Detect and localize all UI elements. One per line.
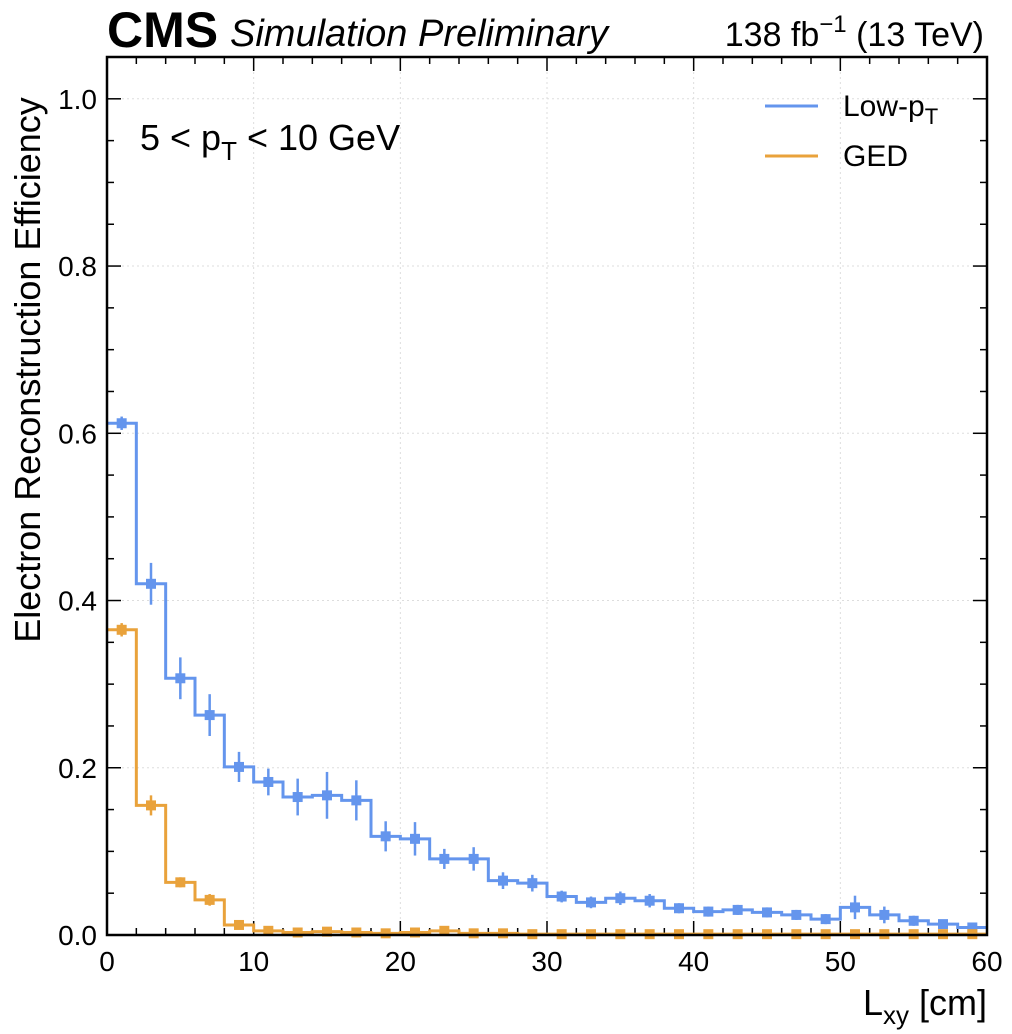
data-point (146, 800, 156, 811)
data-point (498, 928, 508, 939)
data-point (468, 928, 479, 939)
data-point (850, 902, 860, 913)
data-point (263, 776, 274, 787)
data-point (322, 790, 332, 801)
x-tick-label: 50 (825, 946, 856, 977)
data-point (586, 897, 596, 908)
data-point (762, 907, 772, 918)
data-point (116, 624, 127, 635)
legend-label-lowpt: Low-pT (843, 90, 938, 129)
lumi-label: 138 fb−1 (13 TeV) (725, 11, 984, 54)
data-point (820, 914, 831, 925)
x-axis-label: Lxy [cm] (863, 982, 987, 1030)
data-point (204, 710, 215, 721)
y-tick-label: 0.2 (58, 753, 97, 784)
grid-lines (107, 57, 987, 935)
y-tick-label: 0.6 (58, 418, 97, 449)
data-point (204, 894, 215, 905)
series-0 (107, 416, 987, 933)
data-point (703, 906, 714, 917)
data-point (380, 928, 391, 939)
x-tick-label: 60 (971, 946, 1002, 977)
data-point (410, 833, 420, 844)
x-tick-label: 20 (385, 946, 416, 977)
data-point (351, 795, 362, 806)
data-point (175, 877, 186, 888)
data-point (644, 895, 655, 906)
data-point (791, 909, 802, 920)
data-point (263, 925, 274, 936)
legend: Low-pT GED (765, 90, 938, 173)
data-point (146, 578, 156, 589)
data-point (967, 922, 978, 933)
data-point (556, 891, 567, 902)
simulation-label: Simulation Preliminary (230, 13, 610, 55)
y-tick-label: 1.0 (58, 84, 97, 115)
data-point (938, 919, 948, 930)
data-point (439, 925, 450, 936)
data-point (322, 926, 332, 937)
data-point (380, 831, 391, 842)
cms-label: CMS (107, 2, 218, 58)
x-tick-label: 10 (238, 946, 269, 977)
y-tick-label: 0.8 (58, 251, 97, 282)
y-axis-label: Electron Reconstruction Efficiency (7, 97, 48, 643)
y-tick-label: 0.4 (58, 586, 97, 617)
data-point (175, 673, 186, 684)
x-tick-labels: 0 10 20 30 40 50 60 (99, 946, 1002, 977)
x-tick-label: 40 (678, 946, 709, 977)
pt-range-annotation: 5 < pT < 10 GeV (140, 117, 400, 166)
x-tick-label: 30 (531, 946, 562, 977)
y-tick-labels: 0.0 0.2 0.4 0.6 0.8 1.0 (58, 84, 97, 951)
data-point (468, 853, 479, 864)
data-point (410, 927, 420, 938)
data-point (908, 915, 919, 926)
data-point (439, 853, 450, 864)
y-tick-label: 0.0 (58, 920, 97, 951)
data-point (351, 927, 362, 938)
data-point (879, 909, 890, 920)
data-point (527, 878, 538, 889)
data-point (234, 761, 244, 772)
series-step-line (107, 421, 987, 929)
legend-label-ged: GED (843, 140, 908, 173)
data-point (732, 904, 743, 915)
data-point (116, 418, 127, 429)
x-tick-label: 0 (99, 946, 115, 977)
data-point (615, 893, 626, 904)
data-point (234, 919, 244, 930)
data-point (292, 792, 303, 803)
data-point (292, 927, 303, 938)
data-point (674, 903, 684, 914)
data-point (498, 875, 508, 886)
plot-frame (105, 55, 989, 937)
